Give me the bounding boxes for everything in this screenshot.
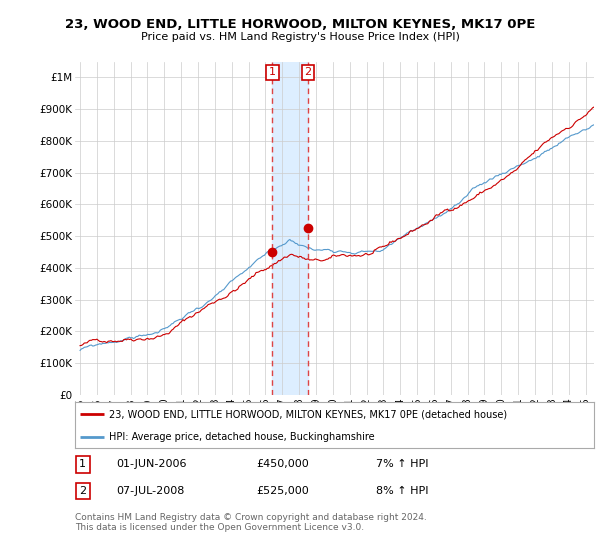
Text: 2: 2	[79, 486, 86, 496]
Text: 1: 1	[269, 67, 276, 77]
Text: 7% ↑ HPI: 7% ↑ HPI	[376, 459, 428, 469]
Text: Contains HM Land Registry data © Crown copyright and database right 2024.
This d: Contains HM Land Registry data © Crown c…	[75, 513, 427, 533]
Text: 2: 2	[304, 67, 311, 77]
Bar	[272, 62, 308, 395]
Text: 07-JUL-2008: 07-JUL-2008	[116, 486, 185, 496]
Text: 8% ↑ HPI: 8% ↑ HPI	[376, 486, 428, 496]
Text: £450,000: £450,000	[257, 459, 310, 469]
Text: 23, WOOD END, LITTLE HORWOOD, MILTON KEYNES, MK17 0PE (detached house): 23, WOOD END, LITTLE HORWOOD, MILTON KEY…	[109, 409, 507, 419]
Text: 23, WOOD END, LITTLE HORWOOD, MILTON KEYNES, MK17 0PE: 23, WOOD END, LITTLE HORWOOD, MILTON KEY…	[65, 18, 535, 31]
Text: Price paid vs. HM Land Registry's House Price Index (HPI): Price paid vs. HM Land Registry's House …	[140, 32, 460, 43]
Text: HPI: Average price, detached house, Buckinghamshire: HPI: Average price, detached house, Buck…	[109, 432, 374, 441]
Text: £525,000: £525,000	[257, 486, 310, 496]
Text: 1: 1	[79, 459, 86, 469]
Text: 01-JUN-2006: 01-JUN-2006	[116, 459, 187, 469]
